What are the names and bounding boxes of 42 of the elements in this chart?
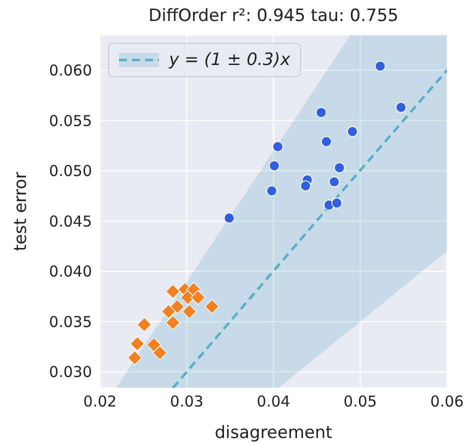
legend-label: y = (1 ± 0.3)x — [169, 50, 290, 70]
point — [321, 136, 332, 148]
point — [316, 107, 327, 118]
point — [170, 299, 185, 314]
point — [347, 126, 358, 137]
point — [268, 160, 280, 172]
y-axis-title: test error — [11, 172, 32, 252]
x-tick-label: 0.02 — [83, 392, 117, 411]
y-tick-label: 0.035 — [49, 312, 92, 331]
point — [130, 336, 145, 352]
point — [328, 176, 340, 188]
y-tick-label: 0.060 — [49, 62, 92, 80]
point — [146, 337, 162, 352]
point — [300, 180, 311, 192]
line-series — [172, 68, 447, 388]
point — [272, 141, 284, 152]
point — [396, 102, 406, 113]
point — [190, 290, 206, 305]
x-tick-label: 0.05 — [344, 392, 377, 411]
x-tick-label: 0.06 — [430, 392, 464, 411]
x-tick-label: 0.04 — [256, 392, 290, 411]
point — [152, 345, 168, 360]
x-axis-title: disagreement — [214, 423, 333, 443]
y-tick-label: 0.040 — [49, 262, 92, 281]
point — [182, 304, 197, 319]
x-tick-label: 0.03 — [170, 392, 204, 411]
y-tick-label: 0.050 — [49, 162, 92, 180]
point — [127, 350, 142, 366]
point — [165, 284, 180, 299]
y-tick-label: 0.055 — [49, 112, 92, 130]
point — [136, 317, 152, 332]
point — [165, 315, 180, 330]
point — [204, 299, 220, 314]
point — [334, 162, 345, 174]
chart-title: DiffOrder r²: 0.945 tau: 0.755 — [148, 6, 400, 26]
y-tick-label: 0.030 — [49, 363, 92, 382]
y-tick-label: 0.045 — [49, 212, 92, 230]
point — [374, 60, 386, 72]
point — [331, 198, 342, 208]
point — [266, 185, 278, 196]
point — [224, 212, 235, 224]
point — [161, 304, 176, 319]
